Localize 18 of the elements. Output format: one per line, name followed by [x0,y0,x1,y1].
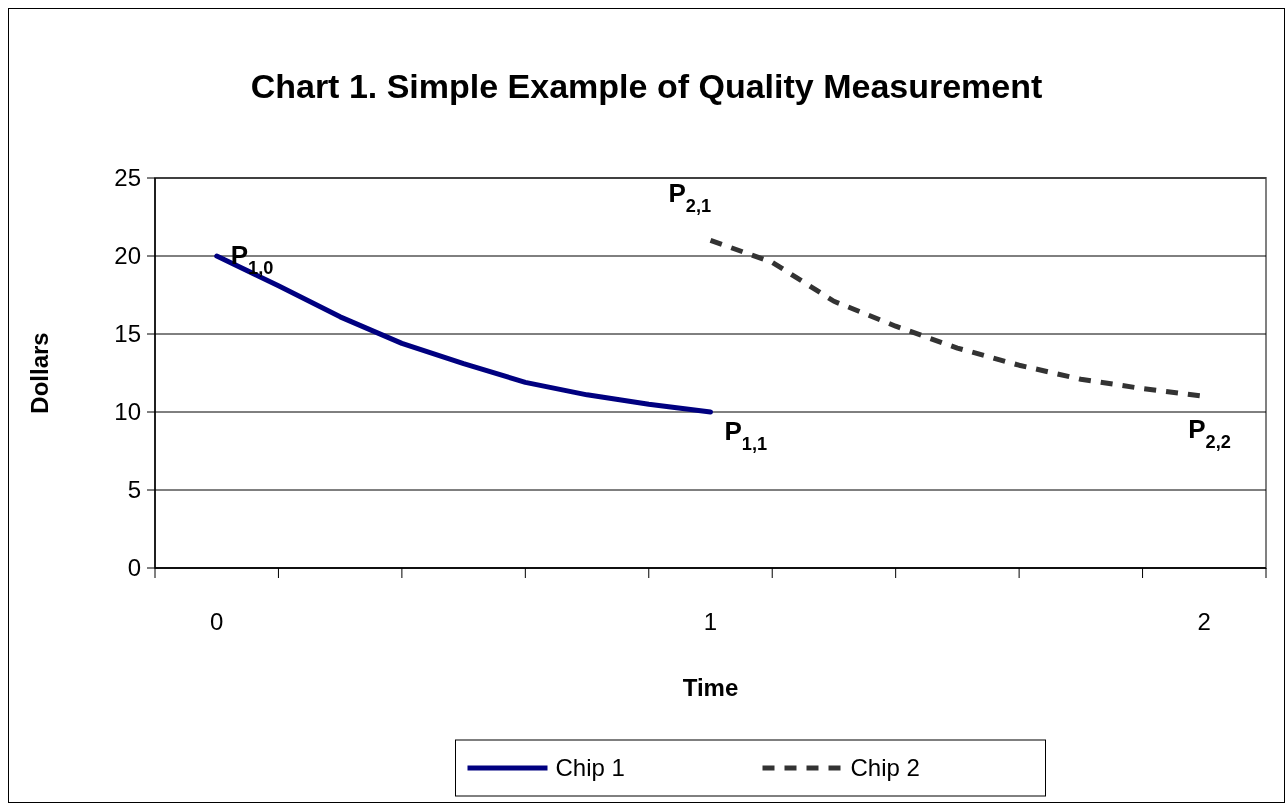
y-tick-label: 10 [114,398,141,426]
y-tick-label: 15 [114,320,141,348]
y-tick-label: 20 [114,242,141,270]
x-axis-title: Time [682,674,739,701]
legend-label: Chip 2 [850,754,920,782]
chart-title: Chart 1. Simple Example of Quality Measurement [250,67,1043,105]
x-tick-label: 0 [210,608,224,635]
y-tick-label: 5 [127,476,141,504]
y-tick-label: 0 [127,554,141,582]
x-tick-label: 1 [703,608,718,635]
annotation: P$_{1,0}$ [230,240,274,278]
annotation: P$_{2,2}$ [1188,414,1231,453]
y-tick-label: 25 [114,164,141,192]
x-tick-label: 2 [1197,608,1211,635]
y-axis-title: Dollars [26,332,53,414]
legend-label: Chip 1 [555,754,625,782]
annotation: P$_{1,1}$ [724,416,768,454]
annotation: P$_{2,1}$ [668,178,712,217]
